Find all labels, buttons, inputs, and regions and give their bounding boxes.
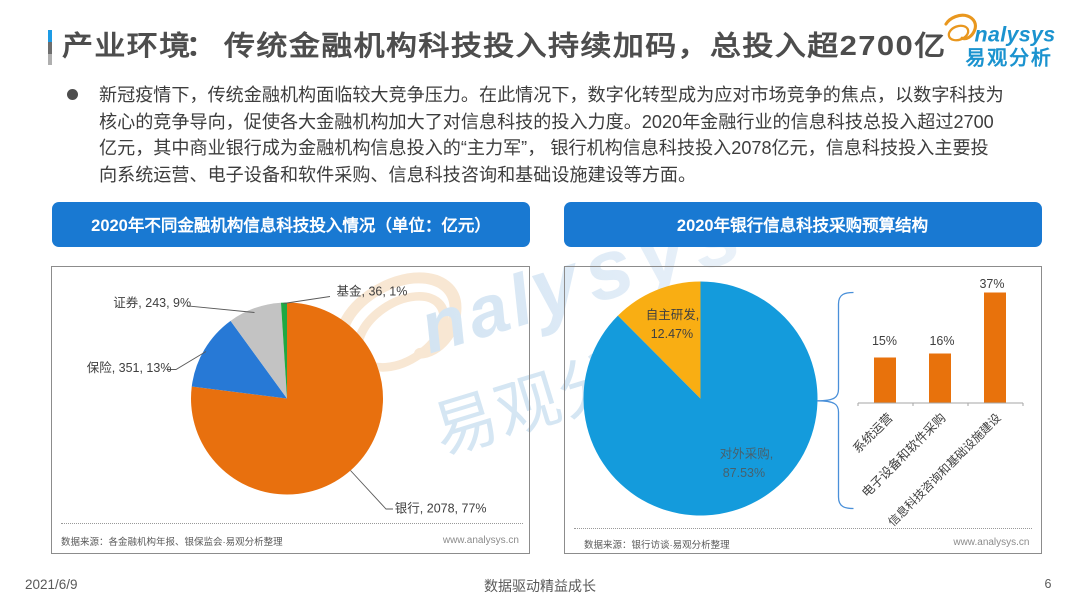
svg-text:证券, 243, 9%: 证券, 243, 9%: [113, 295, 191, 310]
svg-text:易观分析: 易观分析: [966, 47, 1053, 70]
svg-text:37%: 37%: [979, 277, 1004, 291]
svg-text:自主研发,: 自主研发,: [646, 307, 699, 322]
svg-text:16%: 16%: [929, 334, 954, 348]
svg-text:15%: 15%: [872, 334, 897, 348]
svg-text:87.53%: 87.53%: [723, 466, 765, 480]
svg-text:基金, 36, 1%: 基金, 36, 1%: [337, 284, 408, 299]
svg-text:12.47%: 12.47%: [651, 327, 693, 341]
svg-text:信息科技咨询和基础设施建设: 信息科技咨询和基础设施建设: [885, 411, 1003, 529]
svg-text:保险, 351, 13%: 保险, 351, 13%: [87, 360, 172, 375]
svg-text:对外采购,: 对外采购,: [720, 446, 773, 461]
svg-text:nalysys: nalysys: [975, 23, 1056, 47]
svg-text:银行, 2078, 77%: 银行, 2078, 77%: [395, 501, 487, 515]
svg-text:系统运营: 系统运营: [850, 411, 895, 456]
